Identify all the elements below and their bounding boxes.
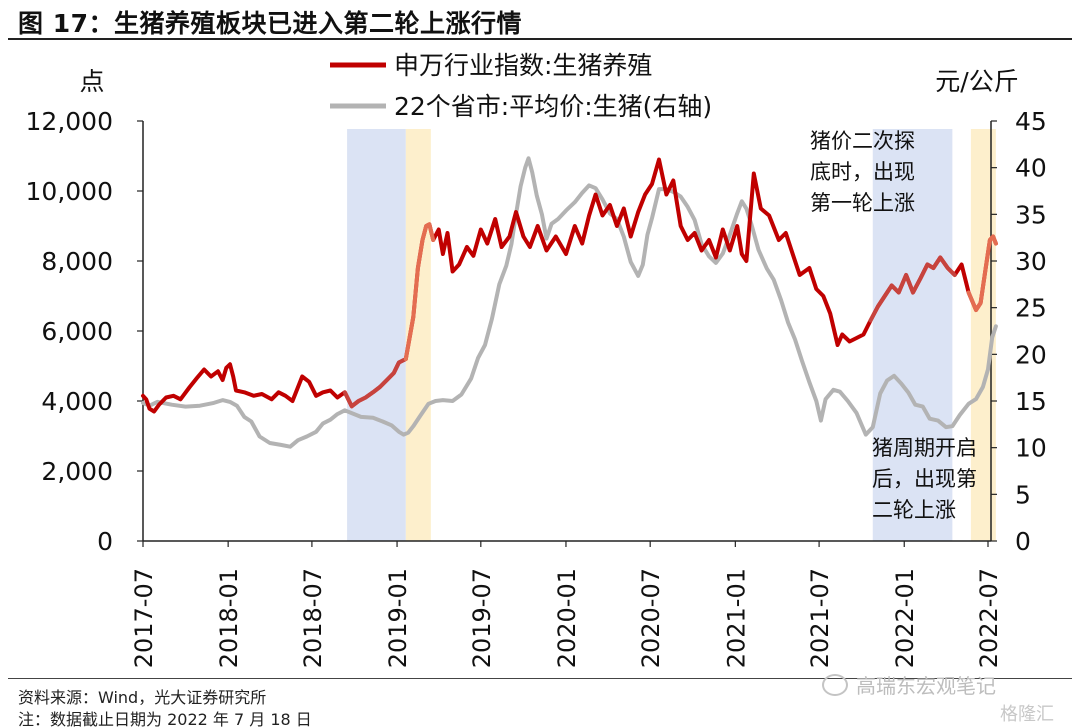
right-tick-label: 5 — [1015, 480, 1031, 509]
x-tick-label: 2021-07 — [806, 568, 834, 668]
left-tick-label: 4,000 — [41, 387, 113, 416]
right-axis-unit: 元/公斤 — [935, 67, 1018, 96]
right-tick-label: 0 — [1015, 527, 1031, 556]
chart-series — [141, 156, 998, 449]
annotation-1-line: 猪价二次探 — [810, 129, 915, 153]
x-tick-label: 2019-01 — [384, 568, 412, 668]
data-cutoff-note: 注：数据截止日期为 2022 年 7 月 18 日 — [18, 710, 312, 728]
series-highlight-3 — [868, 255, 957, 323]
left-tick-label: 2,000 — [41, 457, 113, 486]
x-tick-label: 2017-07 — [130, 568, 158, 668]
left-axis-unit: 点 — [79, 67, 104, 96]
right-tick-label: 25 — [1015, 294, 1047, 323]
series-line-pig-price — [141, 156, 998, 449]
left-tick-label: 12,000 — [26, 107, 113, 136]
series-line-sw-index — [141, 157, 998, 414]
x-tick-label: 2019-07 — [468, 568, 496, 668]
annotation-2-line: 猪周期开启 — [872, 436, 977, 460]
right-tick-label: 30 — [1015, 247, 1047, 276]
annotation-2-line: 二轮上涨 — [872, 498, 956, 522]
wechat-icon — [822, 674, 848, 696]
annotation-1-line: 第一轮上涨 — [810, 191, 915, 215]
right-tick-label: 20 — [1015, 340, 1047, 369]
annotation-2-line: 后，出现第 — [872, 467, 977, 491]
watermark: 高瑞东宏观笔记 — [822, 670, 996, 699]
x-tick-label: 2020-07 — [637, 568, 665, 668]
x-tick-label: 2018-01 — [215, 568, 243, 668]
source-note: 资料来源：Wind，光大证券研究所 — [18, 688, 267, 707]
legend-label-pig_price: 22个省市:平均价:生猪(右轴) — [394, 92, 712, 121]
shaded-period-1-blue — [347, 129, 406, 541]
left-tick-label: 6,000 — [41, 317, 113, 346]
right-tick-label: 35 — [1015, 200, 1047, 229]
chart-axes: 0 2,000 4,000 6,000 8,000 10,000 12,000 0 5 10 15 2… — [26, 67, 1047, 668]
line-chart: 0 2,000 4,000 6,000 8,000 10,000 12,000 0 5 10 15 2… — [26, 51, 1047, 668]
x-tick-label: 2020-01 — [553, 568, 581, 668]
x-tick-label: 2021-01 — [722, 568, 750, 668]
figure-title: 图 17：生猪养殖板块已进入第二轮上涨行情 — [18, 9, 522, 38]
x-tick-label: 2022-07 — [975, 568, 1003, 668]
source-rule — [8, 678, 1072, 679]
x-tick-label: 2018-07 — [299, 568, 327, 668]
shaded-period-3-blue — [872, 129, 953, 541]
shaded-periods — [347, 129, 996, 541]
logo-mark: 格隆汇 — [1000, 704, 1054, 725]
chart-legend: 申万行业指数:生猪养殖 22个省市:平均价:生猪(右轴) — [330, 51, 712, 121]
watermark-text: 高瑞东宏观笔记 — [856, 674, 996, 698]
annotation-1-line: 底时，出现 — [810, 160, 915, 184]
legend-label-sw_index: 申万行业指数:生猪养殖 — [394, 51, 652, 80]
left-tick-label: 0 — [97, 527, 113, 556]
title-rule — [8, 38, 1072, 40]
left-tick-label: 10,000 — [26, 177, 113, 206]
right-tick-label: 40 — [1015, 154, 1047, 183]
left-tick-label: 8,000 — [41, 247, 113, 276]
x-tick-label: 2022-01 — [891, 568, 919, 668]
right-tick-label: 10 — [1015, 434, 1047, 463]
series-highlight-4 — [966, 234, 998, 312]
right-tick-label: 15 — [1015, 387, 1047, 416]
right-tick-label: 45 — [1015, 107, 1047, 136]
series-highlight-2 — [403, 222, 436, 361]
series-highlight-1 — [342, 357, 408, 409]
